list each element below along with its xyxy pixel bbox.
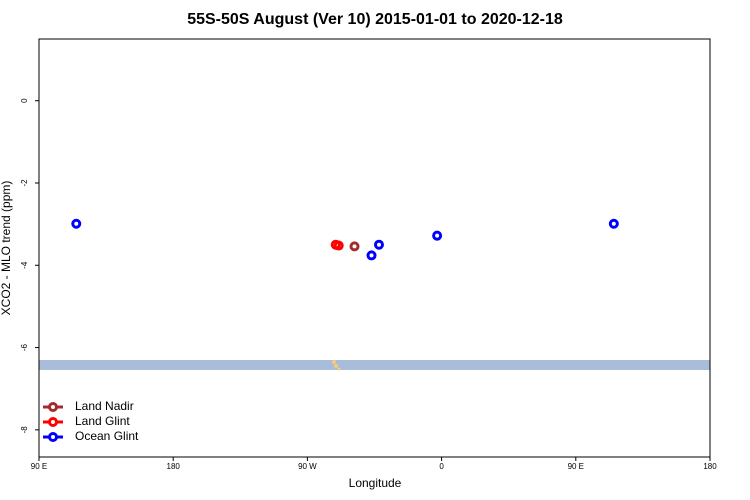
plot-frame bbox=[38, 38, 711, 458]
legend-marker bbox=[48, 402, 58, 412]
x-tick-label: 90 E bbox=[31, 462, 47, 471]
y-axis-title: XCO2 - MLO trend (ppm) bbox=[0, 181, 13, 316]
y-tick-label: -2 bbox=[20, 179, 29, 187]
point bbox=[333, 240, 344, 251]
point bbox=[366, 250, 377, 261]
x-tick-label: 90 W bbox=[298, 462, 317, 471]
chart-title: 55S-50S August (Ver 10) 2015-01-01 to 20… bbox=[187, 11, 563, 28]
land-dot bbox=[337, 367, 341, 371]
legend-label: Land Glint bbox=[75, 414, 130, 428]
y-tick-label: -4 bbox=[20, 261, 29, 269]
y-tick-label: -6 bbox=[20, 343, 29, 351]
land-mask-band bbox=[39, 360, 710, 370]
legend-label: Land Nadir bbox=[75, 399, 134, 413]
land-dot bbox=[334, 364, 338, 368]
legend-label: Ocean Glint bbox=[75, 429, 139, 443]
x-tick-label: 180 bbox=[167, 462, 181, 471]
legend-marker bbox=[48, 417, 58, 427]
y-tick-label: -8 bbox=[20, 426, 29, 434]
point bbox=[71, 218, 82, 229]
point bbox=[349, 241, 360, 252]
point bbox=[608, 218, 619, 229]
x-tick-label: 180 bbox=[703, 462, 717, 471]
point bbox=[373, 239, 384, 250]
legend-marker bbox=[48, 432, 58, 442]
x-tick-label: 0 bbox=[439, 462, 444, 471]
y-tick-label: 0 bbox=[20, 98, 29, 103]
x-axis-title: Longitude bbox=[349, 476, 402, 490]
point bbox=[432, 230, 443, 241]
land-dot bbox=[332, 360, 336, 364]
x-tick-label: 90 E bbox=[568, 462, 584, 471]
